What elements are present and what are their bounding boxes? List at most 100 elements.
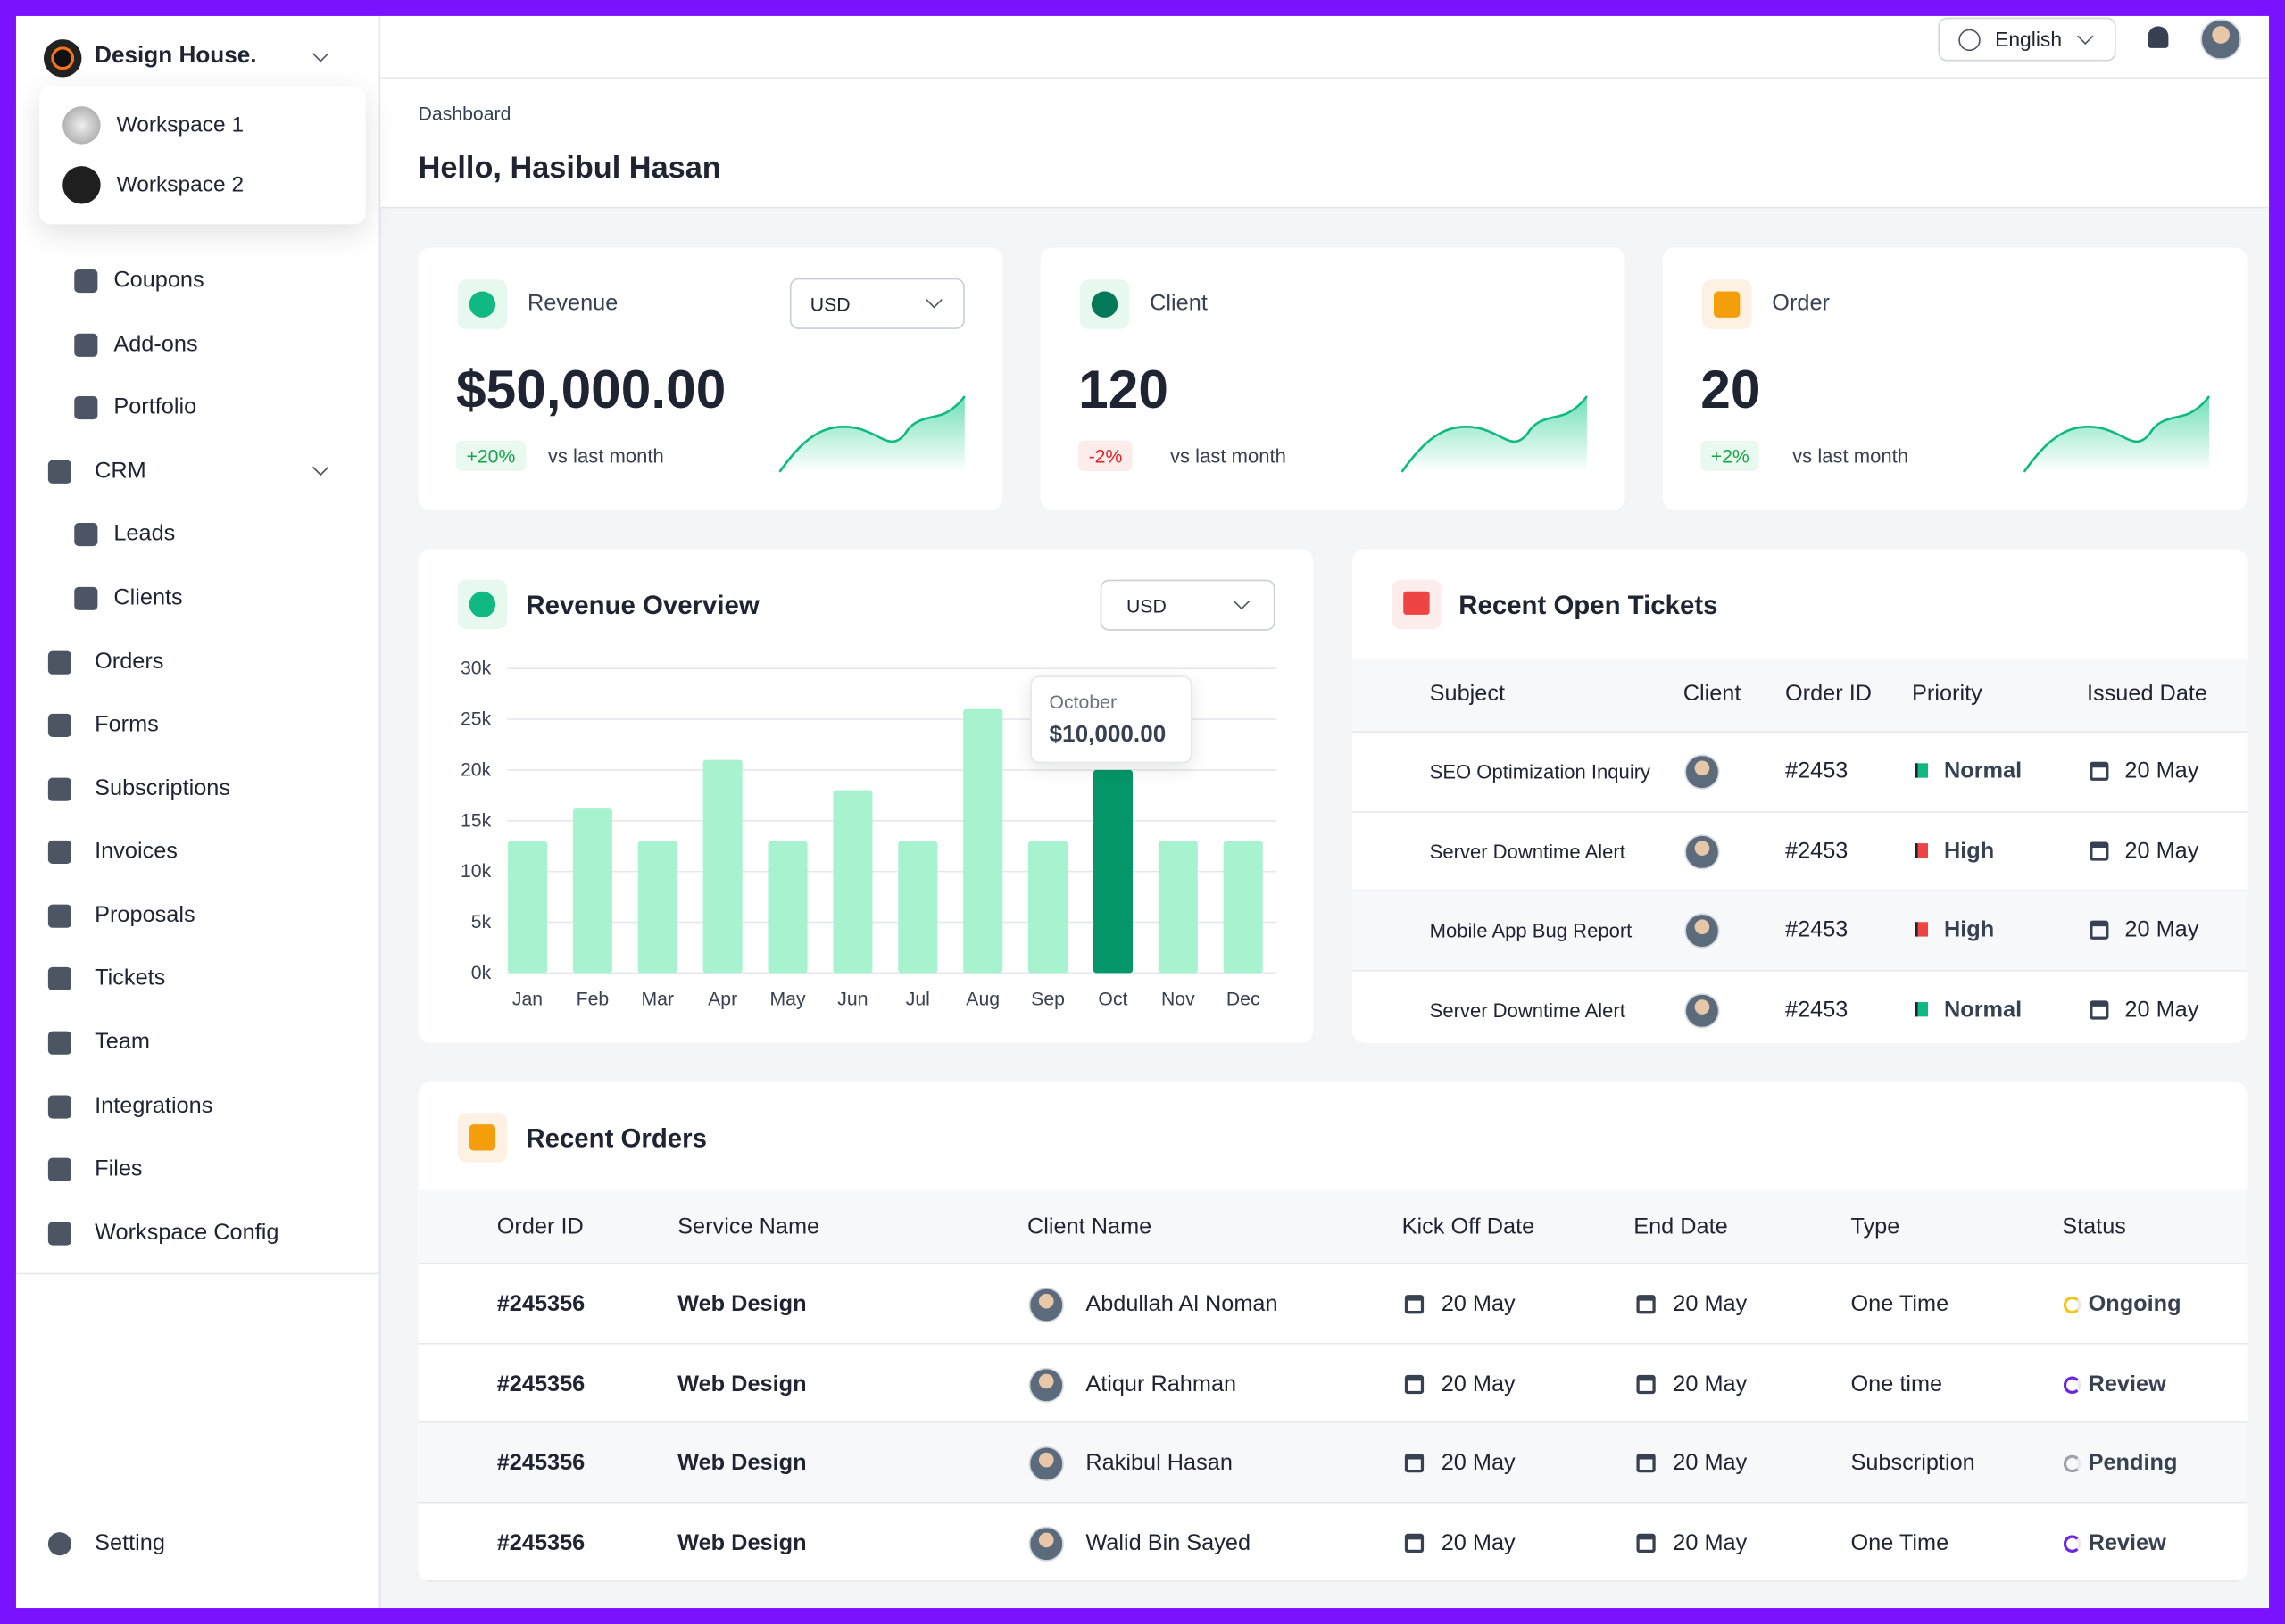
ticket-order-id: #2453 <box>1784 997 1849 1023</box>
chart: 0k 5k 10k 15k 20k 25k 30k Jan Feb Mar Apr May Jun Jul… <box>461 659 1277 1009</box>
end-date: 20 May <box>1673 1371 1748 1396</box>
user-avatar[interactable] <box>2200 19 2242 60</box>
table-row <box>1352 970 2248 1043</box>
nav-item[interactable]: CRM <box>95 459 146 484</box>
tooltip-label: October <box>1049 691 1118 714</box>
nav-item[interactable]: Workspace Config <box>95 1220 279 1246</box>
ticket-order-id: #2453 <box>1784 758 1849 784</box>
table-row <box>418 1343 2248 1423</box>
order-type: One Time <box>1850 1291 1949 1317</box>
kickoff-date: 20 May <box>1441 1371 1516 1396</box>
x-tick-label: Jul <box>906 989 930 1009</box>
nav-item[interactable]: Files <box>95 1156 143 1181</box>
calendar-icon <box>1636 1532 1656 1553</box>
x-tick-label: Feb <box>577 989 610 1009</box>
nav-item[interactable]: Integrations <box>95 1093 213 1119</box>
language-select[interactable]: English <box>1938 17 2116 62</box>
workspace-option[interactable]: Workspace 1 <box>116 112 245 138</box>
bar <box>833 790 873 974</box>
nav-icon <box>47 1532 71 1556</box>
workspace-name[interactable]: Design House. <box>95 43 257 69</box>
tickets-icon-glyph <box>1403 591 1430 615</box>
sparkline <box>1400 395 1589 473</box>
client-name: Rakibul Hasan <box>1085 1450 1233 1476</box>
status-icon <box>2063 1296 2081 1314</box>
sparkline <box>778 395 966 473</box>
revenue-card: Revenue Overview USD 0k 5k 10k 15k 20k 25k 30k Ja… <box>418 549 1314 1043</box>
bar <box>702 759 743 974</box>
ticket-subject: SEO Optimization Inquiry <box>1429 760 1651 783</box>
client-avatar <box>1028 1525 1064 1561</box>
currency-select[interactable]: USD <box>789 278 965 329</box>
nav-item[interactable]: Coupons <box>113 268 204 294</box>
y-tick-label: 0k <box>471 963 492 983</box>
stat-change: +2% <box>1700 440 1760 472</box>
nav-item[interactable]: Orders <box>95 650 164 675</box>
client-name: Atiqur Rahman <box>1085 1371 1237 1396</box>
calendar-icon <box>2090 841 2109 860</box>
nav-item[interactable]: Forms <box>95 712 159 737</box>
order-id: #245356 <box>496 1371 586 1396</box>
nav-item[interactable]: Setting <box>95 1530 165 1556</box>
ticket-priority: High <box>1943 917 1995 943</box>
client-avatar <box>1684 913 1720 949</box>
nav-item[interactable]: Leads <box>113 521 176 547</box>
table-row <box>1352 733 2248 813</box>
nav-item[interactable]: Invoices <box>95 839 178 864</box>
greeting: Hello, Hasibul Hasan <box>418 151 721 186</box>
status-icon <box>2063 1375 2081 1394</box>
orders-title: Recent Orders <box>526 1123 707 1153</box>
order-id: #245356 <box>496 1450 586 1476</box>
x-tick-label: Sep <box>1031 989 1065 1009</box>
status-icon <box>2063 1534 2081 1553</box>
nav-item[interactable]: Tickets <box>95 965 166 990</box>
nav-item[interactable]: Team <box>95 1030 151 1055</box>
calendar-icon <box>2090 761 2109 781</box>
nav-item[interactable]: Proposals <box>95 903 195 928</box>
nav-item[interactable]: Portfolio <box>113 394 197 420</box>
kickoff-date: 20 May <box>1441 1450 1516 1476</box>
column-header: Kick Off Date <box>1401 1214 1535 1240</box>
end-date: 20 May <box>1673 1529 1748 1555</box>
table-row <box>1352 891 2248 971</box>
column-header: Service Name <box>677 1214 820 1240</box>
bar <box>507 841 548 974</box>
nav-item[interactable]: Subscriptions <box>95 776 231 801</box>
column-header: End Date <box>1633 1214 1728 1240</box>
table-row <box>418 1264 2248 1344</box>
ticket-subject: Server Downtime Alert <box>1429 998 1625 1022</box>
stat-card: Client 120 -2% vs last month <box>1040 247 1625 510</box>
column-header: Order ID <box>496 1214 584 1240</box>
nav-icon <box>47 840 71 864</box>
nav-icon <box>47 777 71 801</box>
client-avatar <box>1028 1366 1064 1403</box>
workspace-option[interactable]: Workspace 2 <box>116 172 245 198</box>
x-tick-label: Dec <box>1226 989 1260 1009</box>
nav-icon <box>74 269 98 294</box>
nav-icon <box>47 1095 71 1119</box>
workspace-avatar <box>62 166 101 204</box>
currency-select[interactable]: USD <box>1100 579 1275 631</box>
column-header: Client <box>1683 681 1741 707</box>
nav-item[interactable]: Clients <box>113 585 183 610</box>
service-name: Web Design <box>677 1450 807 1476</box>
nav-icon <box>47 1157 71 1181</box>
calendar-icon <box>1404 1374 1425 1394</box>
sidebar-divider <box>15 1272 379 1275</box>
calendar-icon <box>1404 1295 1425 1314</box>
nav-icon <box>74 333 98 357</box>
bar <box>898 841 938 974</box>
table-header <box>1352 658 2248 733</box>
workspace-avatar <box>62 106 101 145</box>
stat-label: Revenue <box>528 291 619 317</box>
sparkline-line <box>2023 395 2211 473</box>
nav-item[interactable]: Add-ons <box>113 332 198 357</box>
orders-icon-glyph <box>469 1124 496 1151</box>
bell-icon[interactable] <box>2148 26 2169 48</box>
y-tick-label: 15k <box>461 810 492 831</box>
client-avatar <box>1028 1446 1064 1482</box>
column-header: Type <box>1850 1214 1900 1240</box>
sparkline <box>2023 395 2211 473</box>
column-header: Priority <box>1912 681 1982 707</box>
nav-icon <box>47 1031 71 1055</box>
